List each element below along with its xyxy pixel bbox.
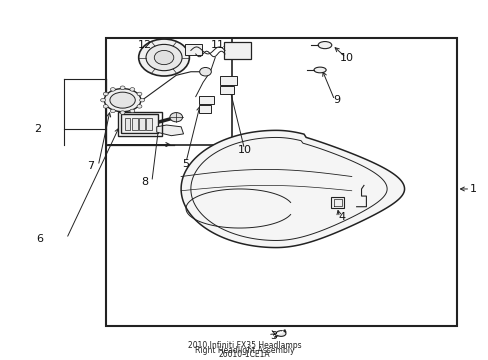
- FancyBboxPatch shape: [198, 105, 211, 113]
- Circle shape: [169, 113, 182, 122]
- Circle shape: [130, 87, 135, 91]
- Text: 6: 6: [36, 234, 43, 244]
- Circle shape: [146, 44, 182, 71]
- Circle shape: [137, 92, 142, 96]
- FancyBboxPatch shape: [223, 42, 250, 59]
- FancyBboxPatch shape: [198, 96, 214, 104]
- Ellipse shape: [276, 331, 285, 336]
- FancyBboxPatch shape: [124, 118, 130, 130]
- Text: 10: 10: [339, 53, 353, 63]
- Circle shape: [140, 98, 144, 102]
- Circle shape: [139, 39, 189, 76]
- FancyBboxPatch shape: [220, 86, 234, 94]
- Text: 3: 3: [270, 331, 277, 341]
- FancyBboxPatch shape: [132, 118, 138, 130]
- Circle shape: [103, 92, 108, 96]
- Text: 5: 5: [182, 159, 189, 169]
- Text: Right Headlight Assembly: Right Headlight Assembly: [194, 346, 294, 355]
- Ellipse shape: [104, 89, 141, 112]
- FancyBboxPatch shape: [146, 118, 152, 130]
- Text: 2010 Infiniti FX35 Headlamps: 2010 Infiniti FX35 Headlamps: [187, 342, 301, 351]
- Text: 1: 1: [469, 184, 476, 194]
- Text: 8: 8: [141, 177, 148, 187]
- Circle shape: [103, 105, 108, 108]
- Circle shape: [137, 105, 142, 108]
- Circle shape: [154, 50, 173, 65]
- Text: 10: 10: [237, 145, 251, 155]
- Polygon shape: [157, 125, 183, 136]
- Text: 4: 4: [338, 212, 345, 222]
- Circle shape: [130, 109, 135, 113]
- Text: 9: 9: [333, 95, 340, 105]
- Circle shape: [110, 109, 115, 113]
- FancyBboxPatch shape: [184, 44, 201, 55]
- Text: 11: 11: [210, 40, 224, 50]
- Ellipse shape: [313, 67, 325, 73]
- Bar: [105, 38, 456, 326]
- Text: 7: 7: [87, 161, 94, 171]
- Text: 2: 2: [34, 123, 41, 134]
- FancyBboxPatch shape: [121, 114, 158, 133]
- Ellipse shape: [110, 92, 135, 108]
- FancyBboxPatch shape: [139, 118, 145, 130]
- Text: 26010-1CE1A: 26010-1CE1A: [218, 350, 270, 359]
- FancyBboxPatch shape: [330, 197, 343, 208]
- Circle shape: [120, 86, 125, 90]
- Circle shape: [101, 98, 105, 102]
- Circle shape: [110, 87, 115, 91]
- Circle shape: [199, 67, 211, 76]
- Bar: [105, 38, 232, 145]
- FancyBboxPatch shape: [220, 76, 236, 85]
- Text: 12: 12: [137, 40, 151, 50]
- Polygon shape: [181, 130, 404, 248]
- Ellipse shape: [318, 41, 331, 49]
- Circle shape: [120, 111, 125, 114]
